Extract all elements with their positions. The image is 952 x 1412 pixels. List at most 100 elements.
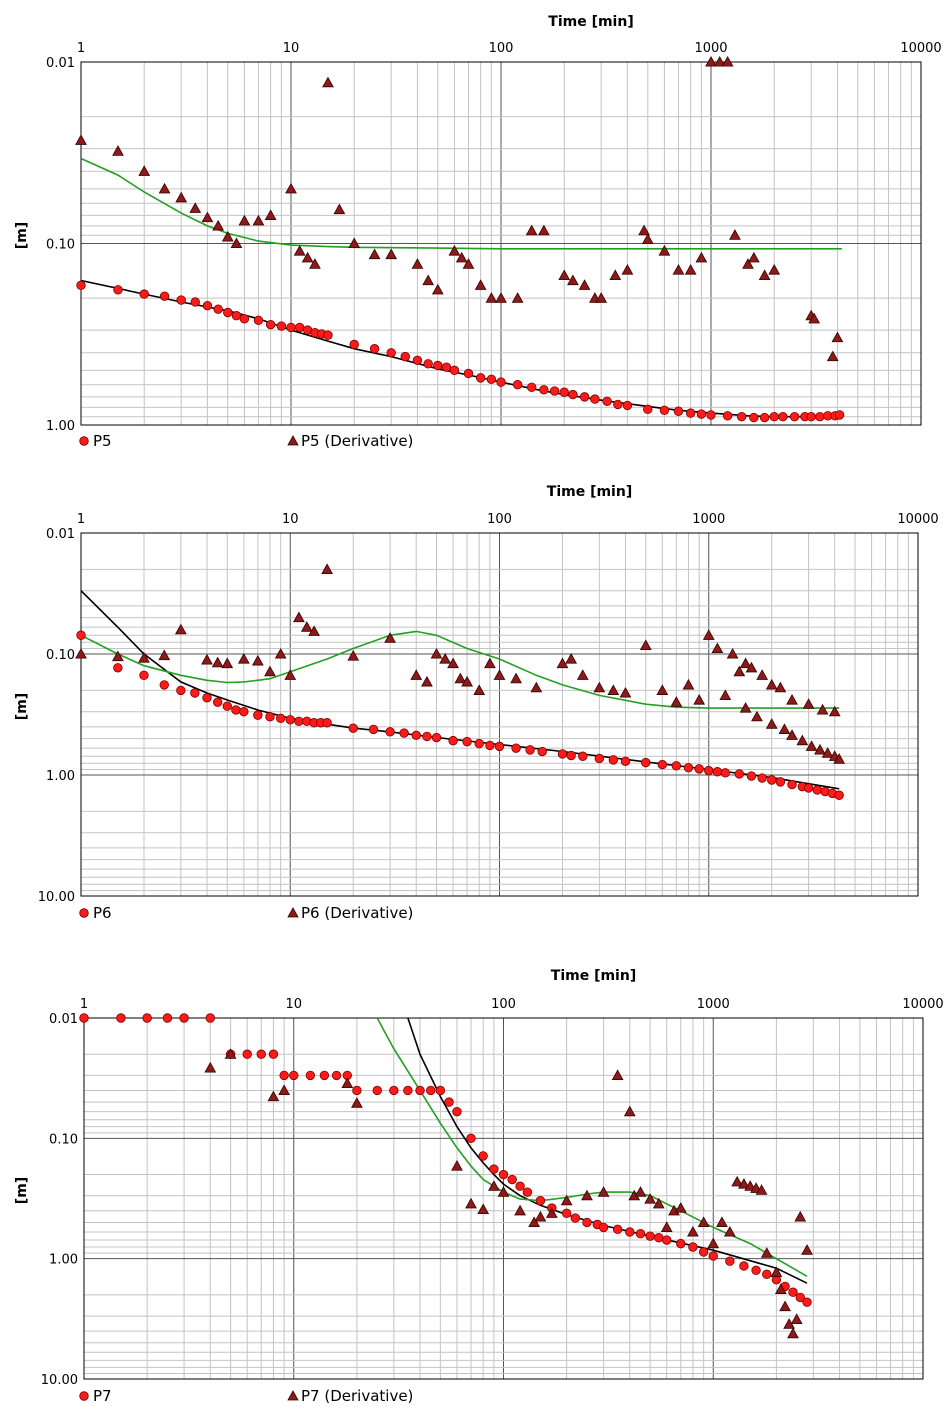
y-tick-label: 0.01 xyxy=(46,56,75,71)
derivative-point xyxy=(768,263,781,275)
data-point xyxy=(431,732,442,743)
derivative-point xyxy=(75,134,87,145)
derivative-point xyxy=(267,1090,280,1102)
data-point xyxy=(662,1235,672,1245)
derivative-point xyxy=(488,1180,500,1191)
series-layer xyxy=(79,1013,813,1339)
y-axis-title: [m] xyxy=(14,693,30,720)
data-point xyxy=(369,344,380,354)
data-point xyxy=(767,775,777,785)
data-point xyxy=(411,730,421,741)
derivative-point xyxy=(682,678,695,690)
derivative-point xyxy=(814,743,826,755)
derivative-point xyxy=(695,251,708,263)
data-point xyxy=(620,756,631,766)
data-point xyxy=(435,1085,446,1096)
data-point xyxy=(557,749,568,759)
data-point xyxy=(706,410,716,420)
data-point xyxy=(498,1169,509,1180)
data-point xyxy=(561,1208,572,1219)
derivative-point xyxy=(755,1184,768,1195)
derivative-point xyxy=(448,244,461,256)
derivative-point xyxy=(201,653,213,665)
y-tick-label: 0.01 xyxy=(46,527,75,542)
derivative-point xyxy=(351,1097,363,1108)
derivative-point xyxy=(158,182,171,194)
derivative-point xyxy=(808,312,821,324)
x-tick-label: 1 xyxy=(77,512,85,527)
data-point xyxy=(202,693,212,703)
data-point xyxy=(720,768,731,778)
data-point xyxy=(294,716,304,727)
derivative-point xyxy=(138,165,151,176)
derivative-point xyxy=(739,657,752,669)
derivative-point xyxy=(723,1225,736,1237)
derivative-point xyxy=(333,203,346,215)
derivative-point xyxy=(719,689,732,700)
data-point xyxy=(239,707,249,717)
derivative-point xyxy=(537,224,550,236)
data-point xyxy=(239,314,250,324)
derivative-point xyxy=(721,55,734,67)
legend-label: P5 xyxy=(93,432,112,450)
derivative-point xyxy=(474,279,487,290)
data-point xyxy=(757,773,767,783)
derivative-point xyxy=(576,669,589,680)
data-point xyxy=(736,411,747,422)
derivative-point xyxy=(189,202,202,213)
derivative-point xyxy=(348,237,361,249)
data-point xyxy=(212,697,223,707)
data-point xyxy=(806,411,816,422)
series-layer xyxy=(75,55,845,423)
x-tick-label: 1 xyxy=(80,997,88,1012)
model-curve xyxy=(80,157,842,250)
data-point xyxy=(159,680,169,690)
legend-marker-circle xyxy=(79,1391,89,1401)
data-point xyxy=(539,385,549,395)
data-point xyxy=(142,1013,152,1023)
derivative-point xyxy=(224,1048,237,1059)
derivative-point xyxy=(341,1077,354,1089)
data-point xyxy=(526,382,537,393)
data-point xyxy=(522,1187,533,1197)
data-point xyxy=(673,406,684,416)
data-point xyxy=(507,1174,517,1185)
derivative-point xyxy=(641,233,654,245)
derivative-point xyxy=(774,1283,787,1294)
data-point xyxy=(612,1224,623,1234)
chart-2: 1 10 100 1000 10000 0.01 0.10 1.00 10.00 Time [mi… xyxy=(14,484,939,922)
data-point xyxy=(834,410,845,420)
x-tick-label: 10 xyxy=(282,512,299,527)
data-point xyxy=(494,741,505,752)
derivative-point xyxy=(75,647,87,659)
legend-label: P7 (Derivative) xyxy=(301,1387,413,1405)
derivative-point xyxy=(485,292,498,303)
data-point xyxy=(625,1227,635,1237)
derivative-point xyxy=(697,1216,710,1228)
derivative-point xyxy=(252,214,265,226)
data-point xyxy=(789,411,800,422)
chart-1: 1 10 100 1000 10000 0.01 0.10 1.00 Time [min] [m]… xyxy=(14,14,942,450)
data-point xyxy=(275,713,286,724)
data-point xyxy=(549,386,560,396)
data-point xyxy=(568,389,578,400)
data-point xyxy=(113,285,123,295)
data-point xyxy=(704,765,714,776)
derivative-point xyxy=(595,292,608,303)
data-point xyxy=(179,1013,189,1023)
data-point xyxy=(444,1097,454,1107)
data-point xyxy=(76,630,86,640)
legend-label: P6 xyxy=(93,904,112,922)
derivative-point xyxy=(770,1266,783,1277)
derivative-point xyxy=(484,657,496,669)
data-point xyxy=(279,1070,289,1081)
derivative-point xyxy=(455,251,468,263)
data-point xyxy=(205,1013,215,1023)
derivative-point xyxy=(687,1225,699,1237)
grid xyxy=(80,532,918,896)
derivative-point xyxy=(560,1194,573,1206)
legend-marker-circle xyxy=(79,908,89,918)
x-tick-label: 10000 xyxy=(897,512,938,527)
derivative-point xyxy=(264,209,277,220)
derivative-point xyxy=(545,1207,558,1218)
